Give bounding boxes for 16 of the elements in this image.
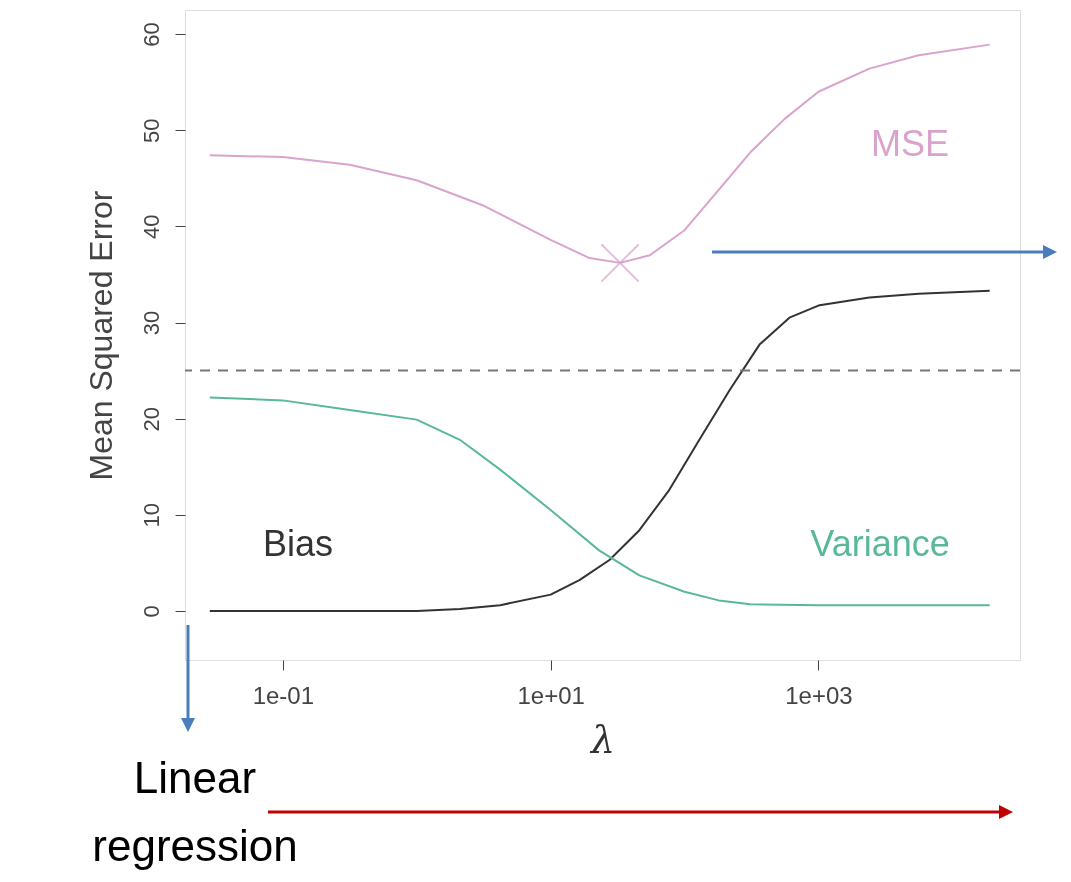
y-axis-title: Mean Squared Error [82,190,119,481]
x-axis-title: λ [588,717,616,762]
y-tick-label: 30 [138,310,164,336]
series-label: Bias [262,523,334,564]
series-label: Variance [810,523,950,564]
y-tick-label: 10 [138,503,164,528]
series-label: MSE [870,123,950,164]
y-tick-label: 50 [138,118,164,143]
text: Linear regression [92,753,298,870]
y-tick-label: 60 [138,22,164,47]
x-tick-label: 1e+01 [517,681,585,709]
y-tick-label: 20 [138,406,164,432]
x-tick-label: 1e+03 [785,681,853,709]
x-tick-label: 1e-01 [252,681,315,709]
y-tick-label: 40 [138,214,164,240]
y-tick-label: 0 [138,605,164,618]
